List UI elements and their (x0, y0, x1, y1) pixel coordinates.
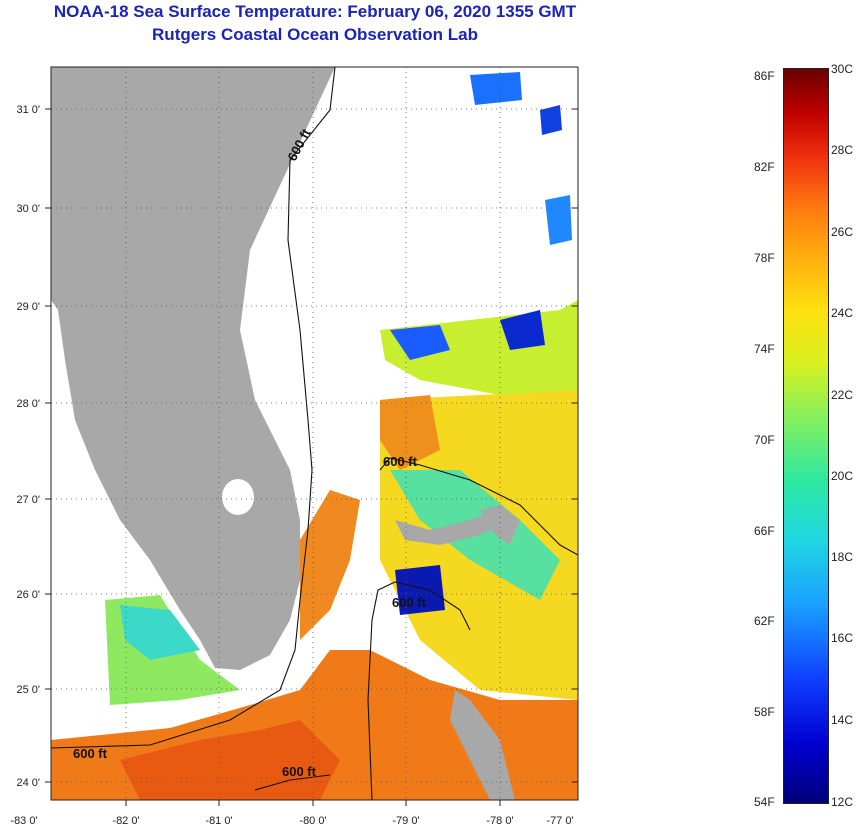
bahamas-land (480, 505, 520, 545)
colorbar-c-label: 18C (831, 550, 854, 564)
colorbar-c-label: 24C (831, 306, 854, 320)
colorbar-c-label: 30C (831, 62, 854, 76)
andros-land (450, 690, 515, 800)
lon-label: -78 0' (486, 815, 513, 827)
lat-label: 29 0' (16, 301, 40, 313)
isobath-contour (51, 67, 336, 749)
florida-land (51, 67, 335, 670)
colorbar-f-label: 86F (754, 69, 775, 83)
lat-label: 27 0' (16, 494, 40, 506)
colorbar-c-label: 12C (831, 795, 854, 809)
contour-label: 600 ft (73, 746, 108, 761)
colorbar-f-label: 54F (754, 795, 775, 809)
sst-cool-patch (500, 310, 545, 350)
colorbar-c-label: 28C (831, 143, 854, 157)
sst-bahamas-orange (380, 395, 440, 470)
map-subtitle: Rutgers Coastal Ocean Observation Lab (152, 25, 478, 44)
sst-cool-patch (395, 565, 445, 615)
colorbar-f-label: 66F (754, 524, 775, 538)
axis-ticks (45, 108, 578, 806)
sst-cool-patch (470, 72, 522, 105)
sst-gulf-cyan (120, 605, 200, 660)
sst-cool-patch (545, 195, 572, 245)
lake-okeechobee (222, 479, 254, 515)
colorbar-f-label: 82F (754, 160, 775, 174)
lat-label: 30 0' (16, 203, 40, 215)
colorbar-c-label: 16C (831, 631, 854, 645)
bahamas-land (395, 510, 510, 545)
colorbar-f-label: 58F (754, 705, 775, 719)
colorbar-c-label: 20C (831, 469, 854, 483)
sst-hot-patch (120, 720, 340, 800)
contour-label: 600 ft (383, 454, 418, 469)
isobath-contour (367, 581, 471, 800)
colorbar-f-label: 78F (754, 251, 775, 265)
lat-label: 28 0' (16, 398, 40, 410)
colorbar-f-label: 74F (754, 342, 775, 356)
isobath-contour (379, 457, 578, 556)
lat-label: 24 0' (16, 777, 40, 789)
lat-label: 26 0' (16, 589, 40, 601)
temperature-colorbar (783, 68, 829, 804)
isobath-contour (254, 774, 331, 791)
map-title: NOAA-18 Sea Surface Temperature: Februar… (53, 2, 577, 21)
contour-label: 600 ft (282, 764, 317, 779)
colorbar-f-label: 62F (754, 614, 775, 628)
map-border (50, 66, 579, 801)
colorbar-c-label: 22C (831, 388, 854, 402)
colorbar-c-label: 14C (831, 713, 854, 727)
lon-label: -83 0' (10, 815, 37, 827)
colorbar-c-label: 26C (831, 225, 854, 239)
lat-lon-grid (51, 67, 578, 800)
contour-label: 600 ft (392, 595, 427, 610)
sst-cool-patch (390, 325, 450, 360)
colorbar-f-label: 70F (754, 433, 775, 447)
lon-label: -77 0' (546, 815, 573, 827)
sst-straits (300, 490, 360, 640)
lat-label: 31 0' (16, 104, 40, 116)
lon-label: -81 0' (205, 815, 232, 827)
lon-label: -80 0' (299, 815, 326, 827)
lat-label: 25 0' (16, 684, 40, 696)
lon-label: -79 0' (392, 815, 419, 827)
lon-label: -82 0' (112, 815, 139, 827)
sst-cool-patch (540, 105, 562, 135)
